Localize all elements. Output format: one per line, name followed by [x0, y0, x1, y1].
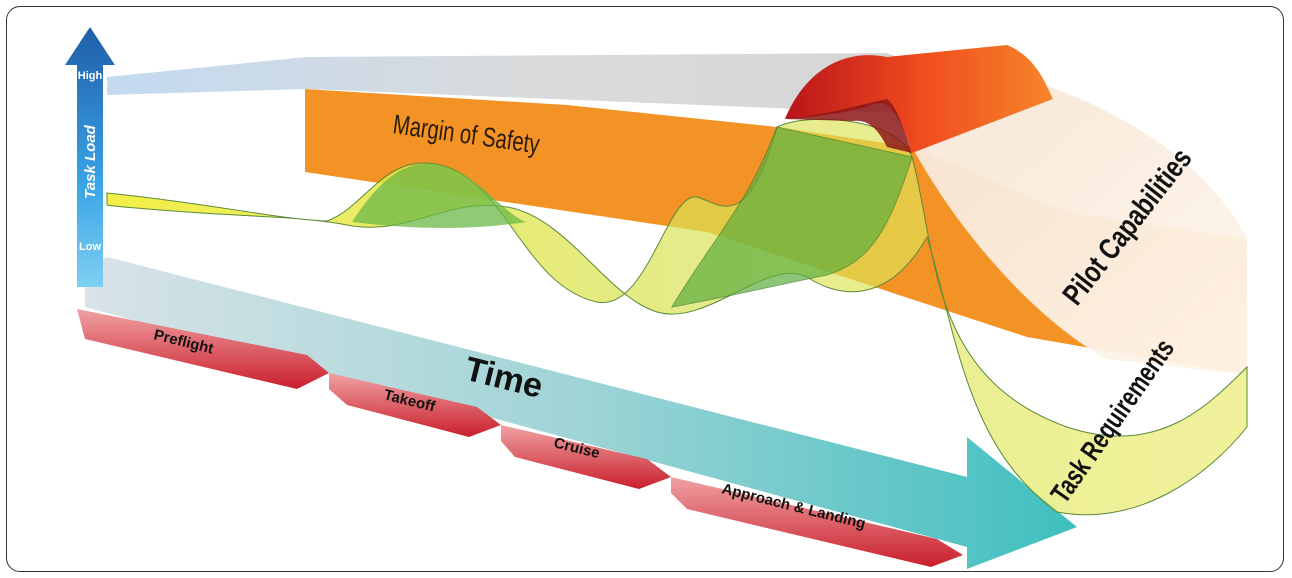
time-floor: [85, 257, 1077, 569]
pilot-capabilities-band: [912, 77, 1247, 375]
phase-preflight[interactable]: [77, 309, 329, 389]
axis-high-label: High: [78, 70, 103, 82]
axis-title: Task Load: [82, 124, 99, 198]
phase-cruise[interactable]: [501, 425, 671, 489]
high-level-band: [107, 53, 1007, 147]
diagram-frame: High Low Task Load Margin of Safety Pilo…: [6, 6, 1284, 572]
overlap-wave-2: [671, 126, 913, 308]
capability-arch-inner: [785, 99, 912, 153]
axis-low-label: Low: [79, 241, 101, 253]
overlap-wave-1: [352, 163, 527, 229]
phase-approach-landing[interactable]: [671, 477, 963, 567]
task-load-diagram: High Low Task Load Margin of Safety Pilo…: [65, 27, 1248, 569]
phase-takeoff[interactable]: [329, 373, 501, 437]
task-load-axis-arrow[interactable]: [65, 27, 115, 287]
capability-arch: [785, 45, 1053, 153]
